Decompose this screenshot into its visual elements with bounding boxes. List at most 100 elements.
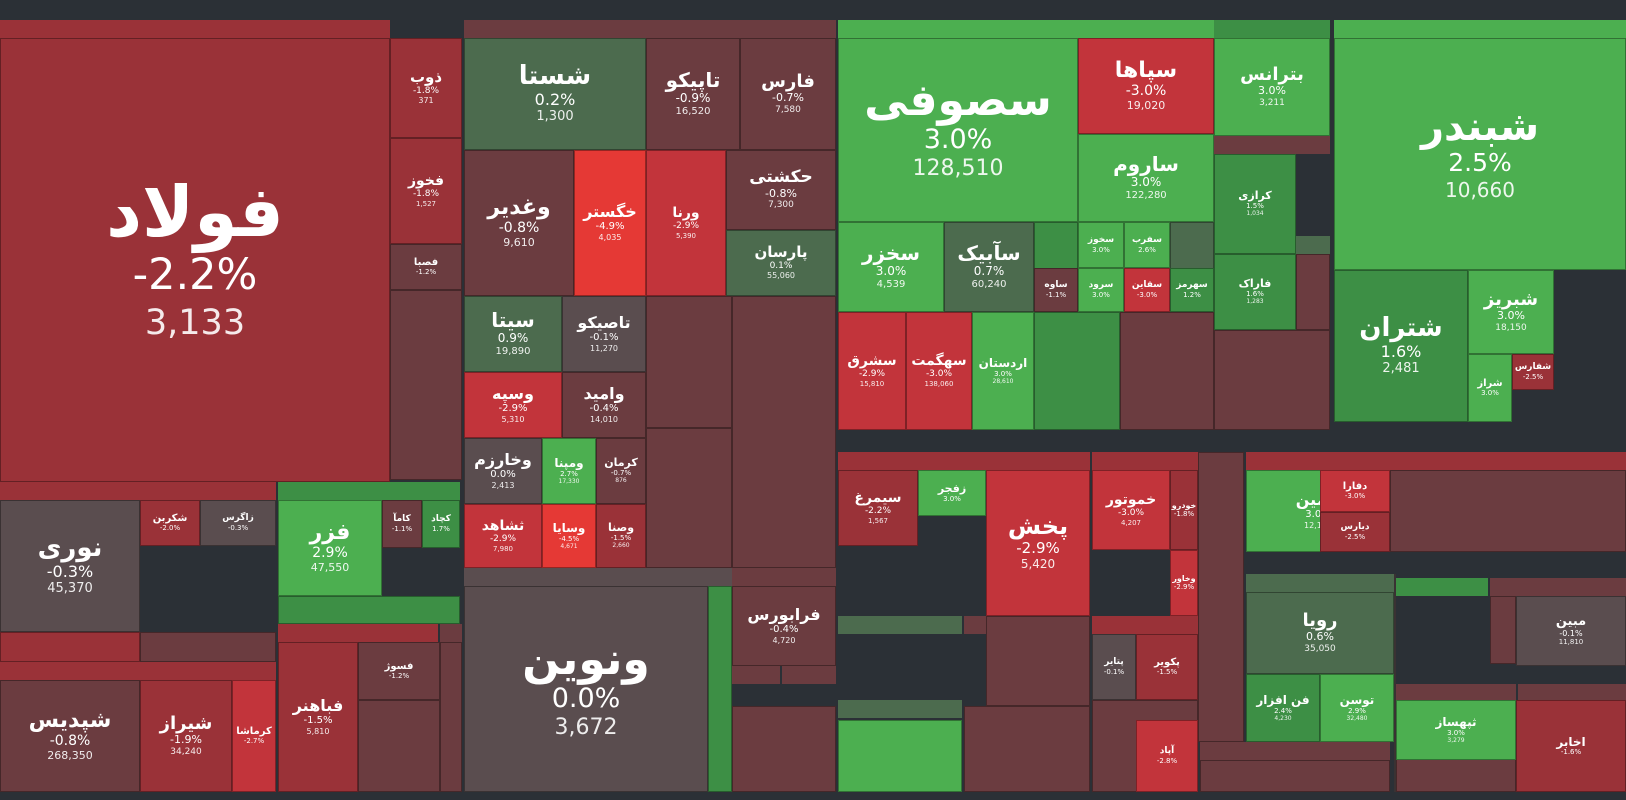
stock-tile-توسن[interactable]: توسن 2.9% 32,480 [1320,674,1394,742]
stock-volume: 35,050 [1304,643,1336,654]
stock-tile-ذوب[interactable]: ذوب -1.8% 371 [390,38,462,138]
stock-tile-فاراک[interactable]: فاراک 1.6% 1,283 [1214,254,1296,330]
stock-symbol: سهرمز [1176,280,1208,291]
stock-tile-وصنا[interactable]: وصنا -1.5% 2,660 [596,504,646,568]
stock-tile-پخش[interactable]: پخش -2.9% 5,420 [986,470,1090,616]
stock-tile-پتایر[interactable]: پتایر -0.1% [1092,634,1136,700]
stock-tile-کرمان[interactable]: کرمان -0.7% 876 [596,438,646,504]
stock-tile-ثپهساز[interactable]: ثپهساز 3.0% 3,279 [1396,700,1516,760]
stock-tile-ساروم[interactable]: ساروم 3.0% 122,280 [1078,134,1214,222]
stock-tile-وخاور[interactable]: وخاور -2.9% [1170,550,1198,616]
stock-tile-خموتور[interactable]: خموتور -3.0% 4,207 [1092,470,1170,550]
stock-tile-پکویر[interactable]: پکویر -1.5% [1136,634,1198,700]
stock-tile-ساوه[interactable]: ساوه -1.1% [1034,268,1078,312]
stock-tile-شستا[interactable]: شستا 0.2% 1,300 [464,38,646,150]
stock-tile-وامید[interactable]: وامید -0.4% 14,010 [562,372,646,438]
stock-tile-تاصیکو[interactable]: تاصیکو -0.1% 11,270 [562,296,646,372]
stock-tile-وسپه[interactable]: وسپه -2.9% 5,310 [464,372,562,438]
stock-tile-وغدیر[interactable]: وغدیر -0.8% 9,610 [464,150,574,296]
stock-tile-مبین[interactable]: مبین -0.1% 11,810 [1516,596,1626,666]
stock-symbol: خودرو [1171,500,1197,510]
stock-tile-ورنا[interactable]: ورنا -2.9% 5,390 [646,150,726,296]
stock-change: 0.0% [551,682,621,714]
stock-tile-وسایا[interactable]: وسایا -4.5% 4,671 [542,504,596,568]
stock-tile-کچاد[interactable]: کچاد 1.7% [422,500,460,548]
stock-volume: 1,034 [1246,210,1264,218]
sector-header-realestate [1396,666,1516,686]
stock-tile-سخزر[interactable]: سخزر 3.0% 4,539 [838,222,944,312]
stock-tile-تاپیکو[interactable]: تاپیکو -0.9% 16,520 [646,38,740,150]
stock-tile-فزر[interactable]: فزر 2.9% 47,550 [278,500,382,596]
stock-tile-پارسان[interactable]: پارسان 0.1% 55,060 [726,230,836,296]
stock-tile-نوری[interactable]: نوری -0.3% 45,370 [0,500,140,632]
stock-tile-خودرو[interactable]: خودرو -1.8% [1170,470,1198,550]
stock-tile-سفرب[interactable]: سفرب 2.6% [1124,222,1170,268]
stock-tile-سقاین[interactable]: سقاین -3.0% [1124,268,1170,312]
stock-tile-ومپنا[interactable]: ومپنا 2.7% 17,330 [542,438,596,504]
stock-tile-سرود[interactable]: سرود 3.0% [1078,268,1124,312]
stock-tile-سشرق[interactable]: سشرق -2.9% 15,810 [838,312,906,430]
stock-tile-فن افزار[interactable]: فن افزار 2.4% 4,230 [1246,674,1320,742]
stock-symbol: شبریز [1483,288,1539,310]
stock-symbol: پارسان [754,242,808,261]
subsector-header-leasing [782,666,836,684]
stock-tile-کامآ[interactable]: کامآ -1.1% [382,500,422,548]
treemap-cell [708,586,732,792]
stock-change: -3.0% [925,368,953,379]
stock-tile-خگستر[interactable]: خگستر -4.9% 4,035 [574,150,646,296]
stock-tile-رویا[interactable]: رویا 0.6% 35,050 [1246,592,1394,674]
stock-tile-کرازی[interactable]: کرازی 1.5% 1,034 [1214,154,1296,254]
stock-tile-فصبا[interactable]: فصبا -1.2% [390,244,462,290]
stock-tile-فخوز[interactable]: فخوز -1.8% 1,527 [390,138,462,244]
stock-tile-فولاد[interactable]: فولاد -2.2% 3,133 [0,38,390,482]
stock-volume: 7,300 [768,200,794,211]
sector-header-consumer_cyc [1092,430,1244,450]
stock-volume: 268,350 [47,749,93,763]
stock-tile-دیارس[interactable]: دیارس -2.5% [1320,512,1390,552]
stock-change: 0.7% [973,264,1005,279]
stock-tile-اخابر[interactable]: اخابر -1.6% [1516,700,1626,792]
stock-tile-حکشتی[interactable]: حکشتی -0.8% 7,300 [726,150,836,230]
stock-tile-فرابورس[interactable]: فرابورس -0.4% 4,720 [732,586,836,666]
stock-tile-شتران[interactable]: شتران 1.6% 2,481 [1334,270,1468,422]
stock-change: 3.0% [943,494,961,503]
stock-tile-وخارزم[interactable]: وخارزم 0.0% 2,413 [464,438,542,504]
stock-tile-سصوفی[interactable]: سصوفی 3.0% 128,510 [838,38,1078,222]
stock-tile-فسوژ[interactable]: فسوژ -1.2% [358,642,440,700]
stock-tile-سهرمز[interactable]: سهرمز 1.2% [1170,268,1214,312]
stock-tile-ونوین[interactable]: ونوین 0.0% 3,672 [464,586,708,792]
stock-tile-فباهنر[interactable]: فباهنر -1.5% 5,810 [278,642,358,792]
stock-tile-کرماشا[interactable]: کرماشا -2.7% [232,680,276,792]
stock-tile-شکربن[interactable]: شکربن -2.0% [140,500,200,546]
stock-symbol: کرمان [604,456,638,470]
stock-tile-شراز[interactable]: شراز 3.0% [1468,354,1512,422]
stock-tile-ثشاهد[interactable]: ثشاهد -2.9% 7,980 [464,504,542,568]
stock-symbol: رویا [1302,609,1338,631]
stock-tile-سیمرغ[interactable]: سیمرغ -2.2% 1,567 [838,470,918,546]
stock-tile-آپاد[interactable]: آپاد -2.8% [1136,720,1198,792]
stock-change: -2.2% [864,505,892,516]
stock-tile-شبریز[interactable]: شبریز 3.0% 18,150 [1468,270,1554,354]
subsector-header-telecom_sub [1518,684,1626,702]
stock-volume: 1,283 [1246,298,1264,306]
stock-tile-سپاها[interactable]: سپاها -3.0% 19,020 [1078,38,1214,134]
stock-tile-شپدیس[interactable]: شپدیس -0.8% 268,350 [0,680,140,792]
stock-tile-اردستان[interactable]: اردستان 3.0% 28,610 [972,312,1034,430]
stock-tile-شیراز[interactable]: شیراز -1.9% 34,240 [140,680,232,792]
stock-tile-دفارا[interactable]: دفارا -3.0% [1320,470,1390,512]
stock-change: -2.9% [672,220,700,231]
stock-tile-زاگرس[interactable]: زاگرس -0.3% [200,500,276,546]
subsector-header-auto [1092,452,1198,470]
stock-tile-سآبیک[interactable]: سآبیک 0.7% 60,240 [944,222,1034,312]
stock-tile-سخوز[interactable]: سخوز 3.0% [1078,222,1124,268]
stock-tile-شبندر[interactable]: شبندر 2.5% 10,660 [1334,38,1626,270]
stock-tile-فارس[interactable]: فارس -0.7% 7,580 [740,38,836,150]
stock-tile-شفارس[interactable]: شفارس -2.5% [1512,354,1554,390]
stock-change: 1.7% [432,524,450,533]
stock-tile-سیتا[interactable]: سیتا 0.9% 19,890 [464,296,562,372]
stock-tile-زفجر[interactable]: زفجر 3.0% [918,470,986,516]
stock-symbol: کچاد [431,514,451,525]
stock-tile-سهگمت[interactable]: سهگمت -3.0% 138,060 [906,312,972,430]
treemap-cell [1490,596,1516,664]
stock-tile-بترانس[interactable]: بترانس 3.0% 3,211 [1214,38,1330,136]
